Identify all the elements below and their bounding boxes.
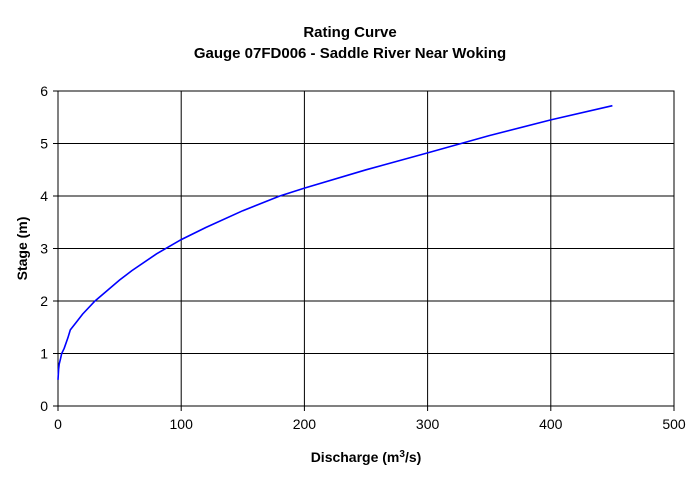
x-tick-label: 500 [662, 416, 686, 432]
x-tick-label: 300 [416, 416, 440, 432]
y-tick-label: 5 [40, 136, 48, 152]
x-tick-label: 200 [293, 416, 317, 432]
x-tick-label: 0 [54, 416, 62, 432]
series-line [57, 104, 613, 380]
grid-lines [58, 91, 674, 406]
chart-subtitle: Gauge 07FD006 - Saddle River Near Woking [193, 45, 507, 62]
x-tick-label: 100 [170, 416, 194, 432]
x-tick-label: 400 [539, 416, 563, 432]
y-tick-label: 6 [40, 83, 48, 99]
x-axis-label: Discharge (m3/s) [311, 449, 422, 465]
y-axis-label: Stage (m) [14, 217, 30, 281]
x-axis-label-tail: /s) [405, 449, 421, 465]
y-tick-label: 2 [40, 293, 48, 309]
y-axis-ticks: 0 1 2 3 4 5 6 [40, 83, 58, 414]
x-axis-label-base: Discharge (m [311, 449, 400, 465]
x-axis-label-superscript: 3 [399, 449, 405, 460]
chart-title: Rating Curve [303, 24, 397, 41]
y-tick-label: 4 [40, 188, 48, 204]
y-tick-label: 1 [40, 346, 48, 362]
y-tick-label: 3 [40, 241, 48, 257]
x-axis-ticks: 0 100 200 300 400 500 [54, 406, 686, 432]
y-tick-label: 0 [40, 398, 48, 414]
